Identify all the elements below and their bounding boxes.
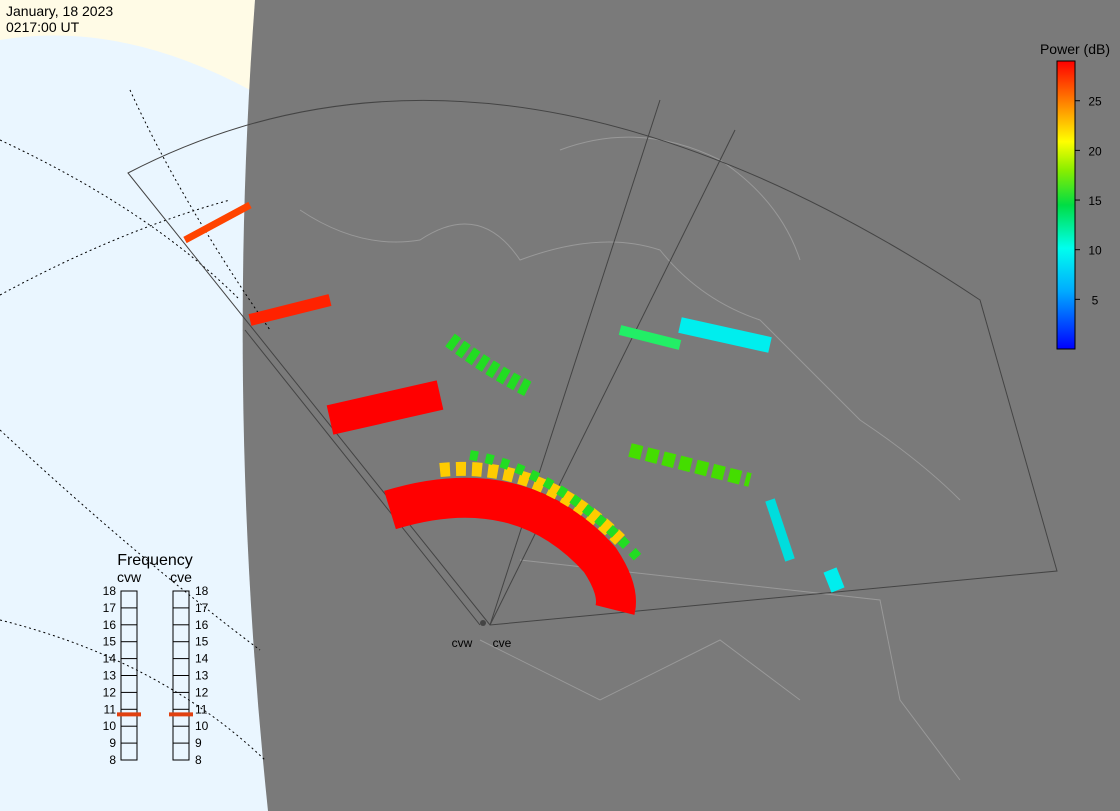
land-night bbox=[0, 0, 255, 90]
frequency-tick-label: 17 bbox=[195, 601, 209, 615]
dayside bbox=[242, 0, 1120, 811]
frequency-tick-label: 10 bbox=[195, 719, 209, 733]
coastlines bbox=[299, 136, 961, 781]
station-label: cve bbox=[493, 636, 512, 650]
frequency-tick-label: 15 bbox=[103, 635, 117, 649]
radar-echoes bbox=[183, 201, 845, 615]
frequency-tick-label: 9 bbox=[195, 736, 202, 750]
frequency-tick-label: 16 bbox=[195, 618, 209, 632]
fan-outline bbox=[127, 99, 1058, 626]
colorbar-tick-label: 25 bbox=[1088, 95, 1102, 109]
frequency-tick-label: 10 bbox=[103, 719, 117, 733]
frequency-tick-label: 8 bbox=[195, 753, 202, 767]
fan-edge bbox=[244, 329, 481, 626]
radar-name: cvw bbox=[117, 569, 142, 585]
frequency-tick-label: 11 bbox=[195, 702, 208, 716]
colorbar-title: Power (dB) bbox=[1040, 41, 1110, 57]
frequency-tick-label: 14 bbox=[195, 652, 209, 666]
date: January, 18 2023 bbox=[6, 3, 113, 19]
frequency-tick-label: 18 bbox=[195, 584, 209, 598]
frequency-title: Frequency bbox=[117, 552, 193, 569]
frequency-tick-label: 17 bbox=[103, 601, 117, 615]
colorbar-tick-label: 10 bbox=[1088, 244, 1102, 258]
colorbar-tick-label: 5 bbox=[1092, 293, 1099, 307]
time: 0217:00 UT bbox=[6, 19, 80, 35]
frequency-tick-label: 12 bbox=[195, 685, 209, 699]
frequency-tick-label: 11 bbox=[104, 702, 117, 716]
frequency-tick-label: 9 bbox=[109, 736, 116, 750]
frequency-tick-label: 12 bbox=[103, 685, 117, 699]
grid-lines bbox=[0, 89, 271, 761]
frequency-tick-label: 14 bbox=[103, 652, 117, 666]
frequency-tick-label: 15 bbox=[195, 635, 209, 649]
frequency-tick-label: 16 bbox=[103, 618, 117, 632]
colorbar-tick-label: 20 bbox=[1088, 144, 1102, 158]
station-label: cvw bbox=[452, 636, 473, 650]
radar-site bbox=[480, 620, 486, 626]
radar-name: cve bbox=[170, 569, 192, 585]
frequency-tick-label: 13 bbox=[195, 669, 209, 683]
frequency-tick-label: 13 bbox=[103, 669, 117, 683]
colorbar-tick-label: 15 bbox=[1088, 194, 1102, 208]
frequency-tick-label: 18 bbox=[103, 584, 117, 598]
colorbar bbox=[1056, 60, 1076, 350]
frequency-tick-label: 8 bbox=[109, 753, 116, 767]
